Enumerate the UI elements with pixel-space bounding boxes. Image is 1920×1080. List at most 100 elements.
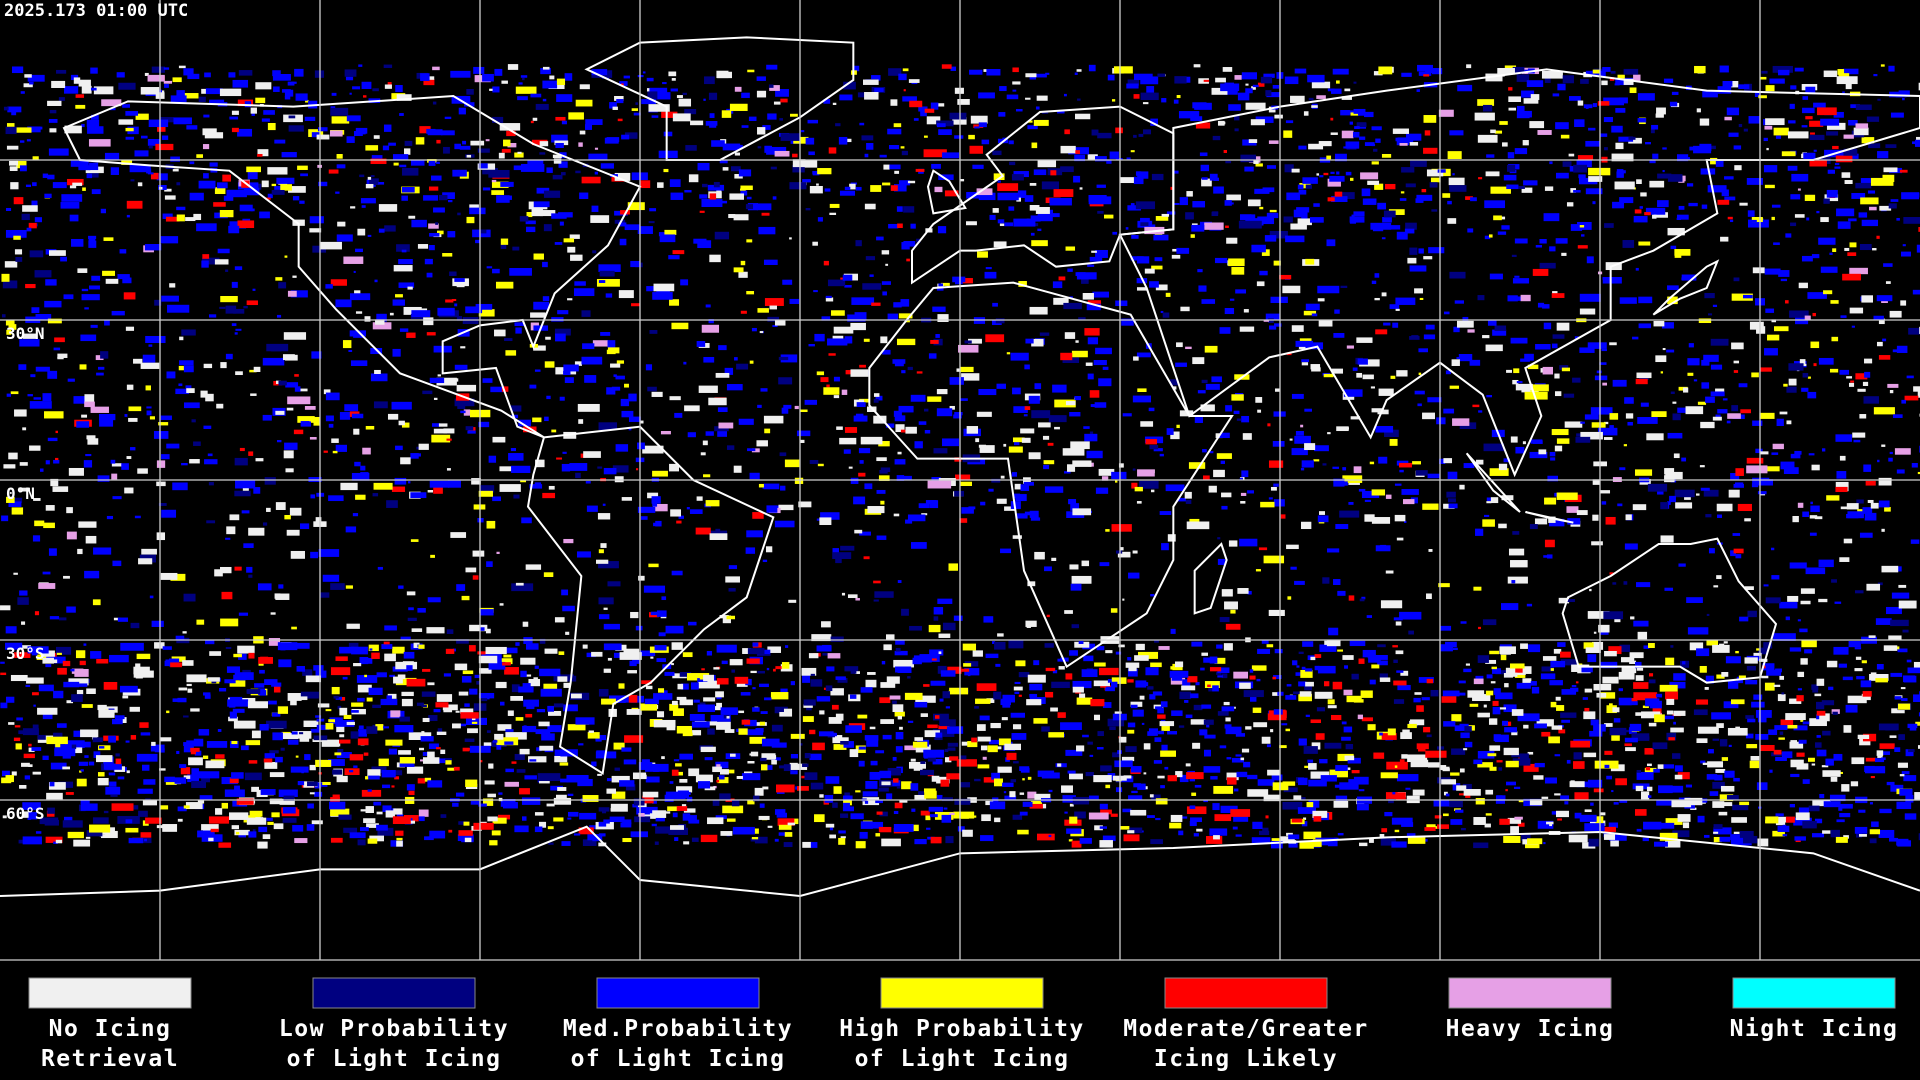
icing-pixel [781, 407, 789, 414]
icing-pixel [238, 70, 253, 76]
icing-pixel [1796, 695, 1804, 702]
icing-pixel [751, 448, 760, 453]
icing-pixel [518, 686, 534, 693]
icing-pixel [1241, 72, 1258, 80]
icing-pixel [428, 160, 436, 166]
icing-pixel [179, 360, 194, 366]
icing-pixel [993, 778, 1003, 787]
icing-pixel [552, 174, 563, 180]
icing-pixel [728, 565, 738, 570]
icing-pixel [198, 180, 216, 189]
icing-pixel [1268, 140, 1279, 144]
icing-pixel [933, 448, 948, 454]
icing-pixel [90, 324, 98, 328]
icing-pixel [1890, 619, 1909, 627]
icing-pixel [438, 423, 448, 427]
icing-pixel [1392, 322, 1399, 328]
icing-pixel [1165, 292, 1171, 297]
icing-pixel [318, 127, 328, 132]
icing-pixel [918, 503, 930, 509]
icing-pixel [66, 531, 77, 540]
icing-pixel [6, 145, 19, 150]
icing-pixel [1593, 683, 1612, 691]
icing-pixel [558, 212, 573, 218]
icing-pixel [446, 468, 451, 471]
icing-pixel [942, 622, 956, 631]
icing-pixel [579, 192, 589, 199]
icing-pixel [1557, 642, 1566, 647]
icing-pixel [521, 517, 532, 524]
icing-pixel [1485, 690, 1494, 696]
icing-pixel [905, 319, 910, 323]
icing-pixel [873, 393, 880, 397]
icing-pixel [1544, 539, 1555, 548]
icing-pixel [1084, 328, 1100, 336]
icing-pixel [39, 126, 43, 130]
icing-pixel [176, 206, 186, 211]
icing-pixel [893, 513, 900, 517]
icing-pixel [641, 99, 657, 105]
icing-pixel [1850, 153, 1859, 159]
icing-pixel [1555, 696, 1561, 701]
icing-pixel [751, 327, 757, 332]
icing-pixel [907, 514, 926, 522]
icing-pixel [255, 97, 266, 104]
icing-pixel [469, 624, 488, 632]
icing-pixel [1185, 499, 1192, 504]
icing-pixel [275, 593, 290, 600]
icing-pixel [1633, 74, 1641, 81]
icing-pixel [1324, 681, 1330, 687]
icing-pixel [1377, 644, 1386, 648]
icing-pixel [812, 241, 818, 246]
icing-pixel [1675, 502, 1693, 509]
icing-pixel [600, 331, 611, 336]
icing-pixel [980, 501, 986, 506]
icing-pixel [1505, 667, 1524, 675]
icing-pixel [1303, 831, 1322, 840]
icing-pixel [1311, 313, 1318, 317]
icing-pixel [1209, 451, 1214, 454]
icing-pixel [1242, 433, 1252, 440]
icing-pixel [918, 106, 928, 112]
icing-pixel [269, 798, 283, 805]
icing-pixel [1303, 817, 1307, 820]
icing-pixel [488, 455, 497, 463]
icing-pixel [332, 450, 338, 454]
icing-pixel [1366, 615, 1373, 618]
icing-pixel [1357, 358, 1368, 365]
icing-pixel [993, 241, 1007, 248]
icing-pixel [1294, 580, 1305, 585]
icing-pixel [417, 244, 429, 249]
icing-pixel [138, 558, 153, 565]
icing-pixel [599, 270, 615, 277]
icing-pixel [1071, 840, 1082, 848]
icing-pixel [582, 343, 595, 350]
icing-pixel [1174, 76, 1187, 84]
icing-pixel [1733, 360, 1740, 364]
icing-pixel [176, 90, 185, 98]
icing-pixel [248, 574, 253, 578]
icing-pixel [630, 611, 639, 619]
icing-pixel [802, 675, 811, 683]
icing-pixel [1569, 781, 1585, 788]
icing-pixel [1583, 642, 1594, 649]
icing-pixel [486, 266, 493, 269]
icing-pixel [1855, 656, 1862, 660]
icing-pixel [1111, 471, 1127, 480]
icing-pixel [456, 316, 463, 321]
icing-pixel [1343, 389, 1363, 397]
icing-pixel [1111, 524, 1132, 532]
icing-pixel [1803, 152, 1816, 161]
icing-pixel [1036, 73, 1047, 78]
icing-pixel [1082, 292, 1094, 300]
icing-pixel [959, 755, 967, 760]
icing-pixel [1257, 82, 1265, 87]
icing-pixel [854, 671, 860, 674]
icing-pixel [499, 123, 521, 131]
icing-pixel [1348, 595, 1355, 601]
icing-pixel [816, 371, 825, 376]
icing-pixel [1109, 151, 1119, 159]
icing-pixel [1789, 741, 1804, 749]
icing-pixel [864, 92, 879, 100]
icing-pixel [976, 683, 997, 691]
